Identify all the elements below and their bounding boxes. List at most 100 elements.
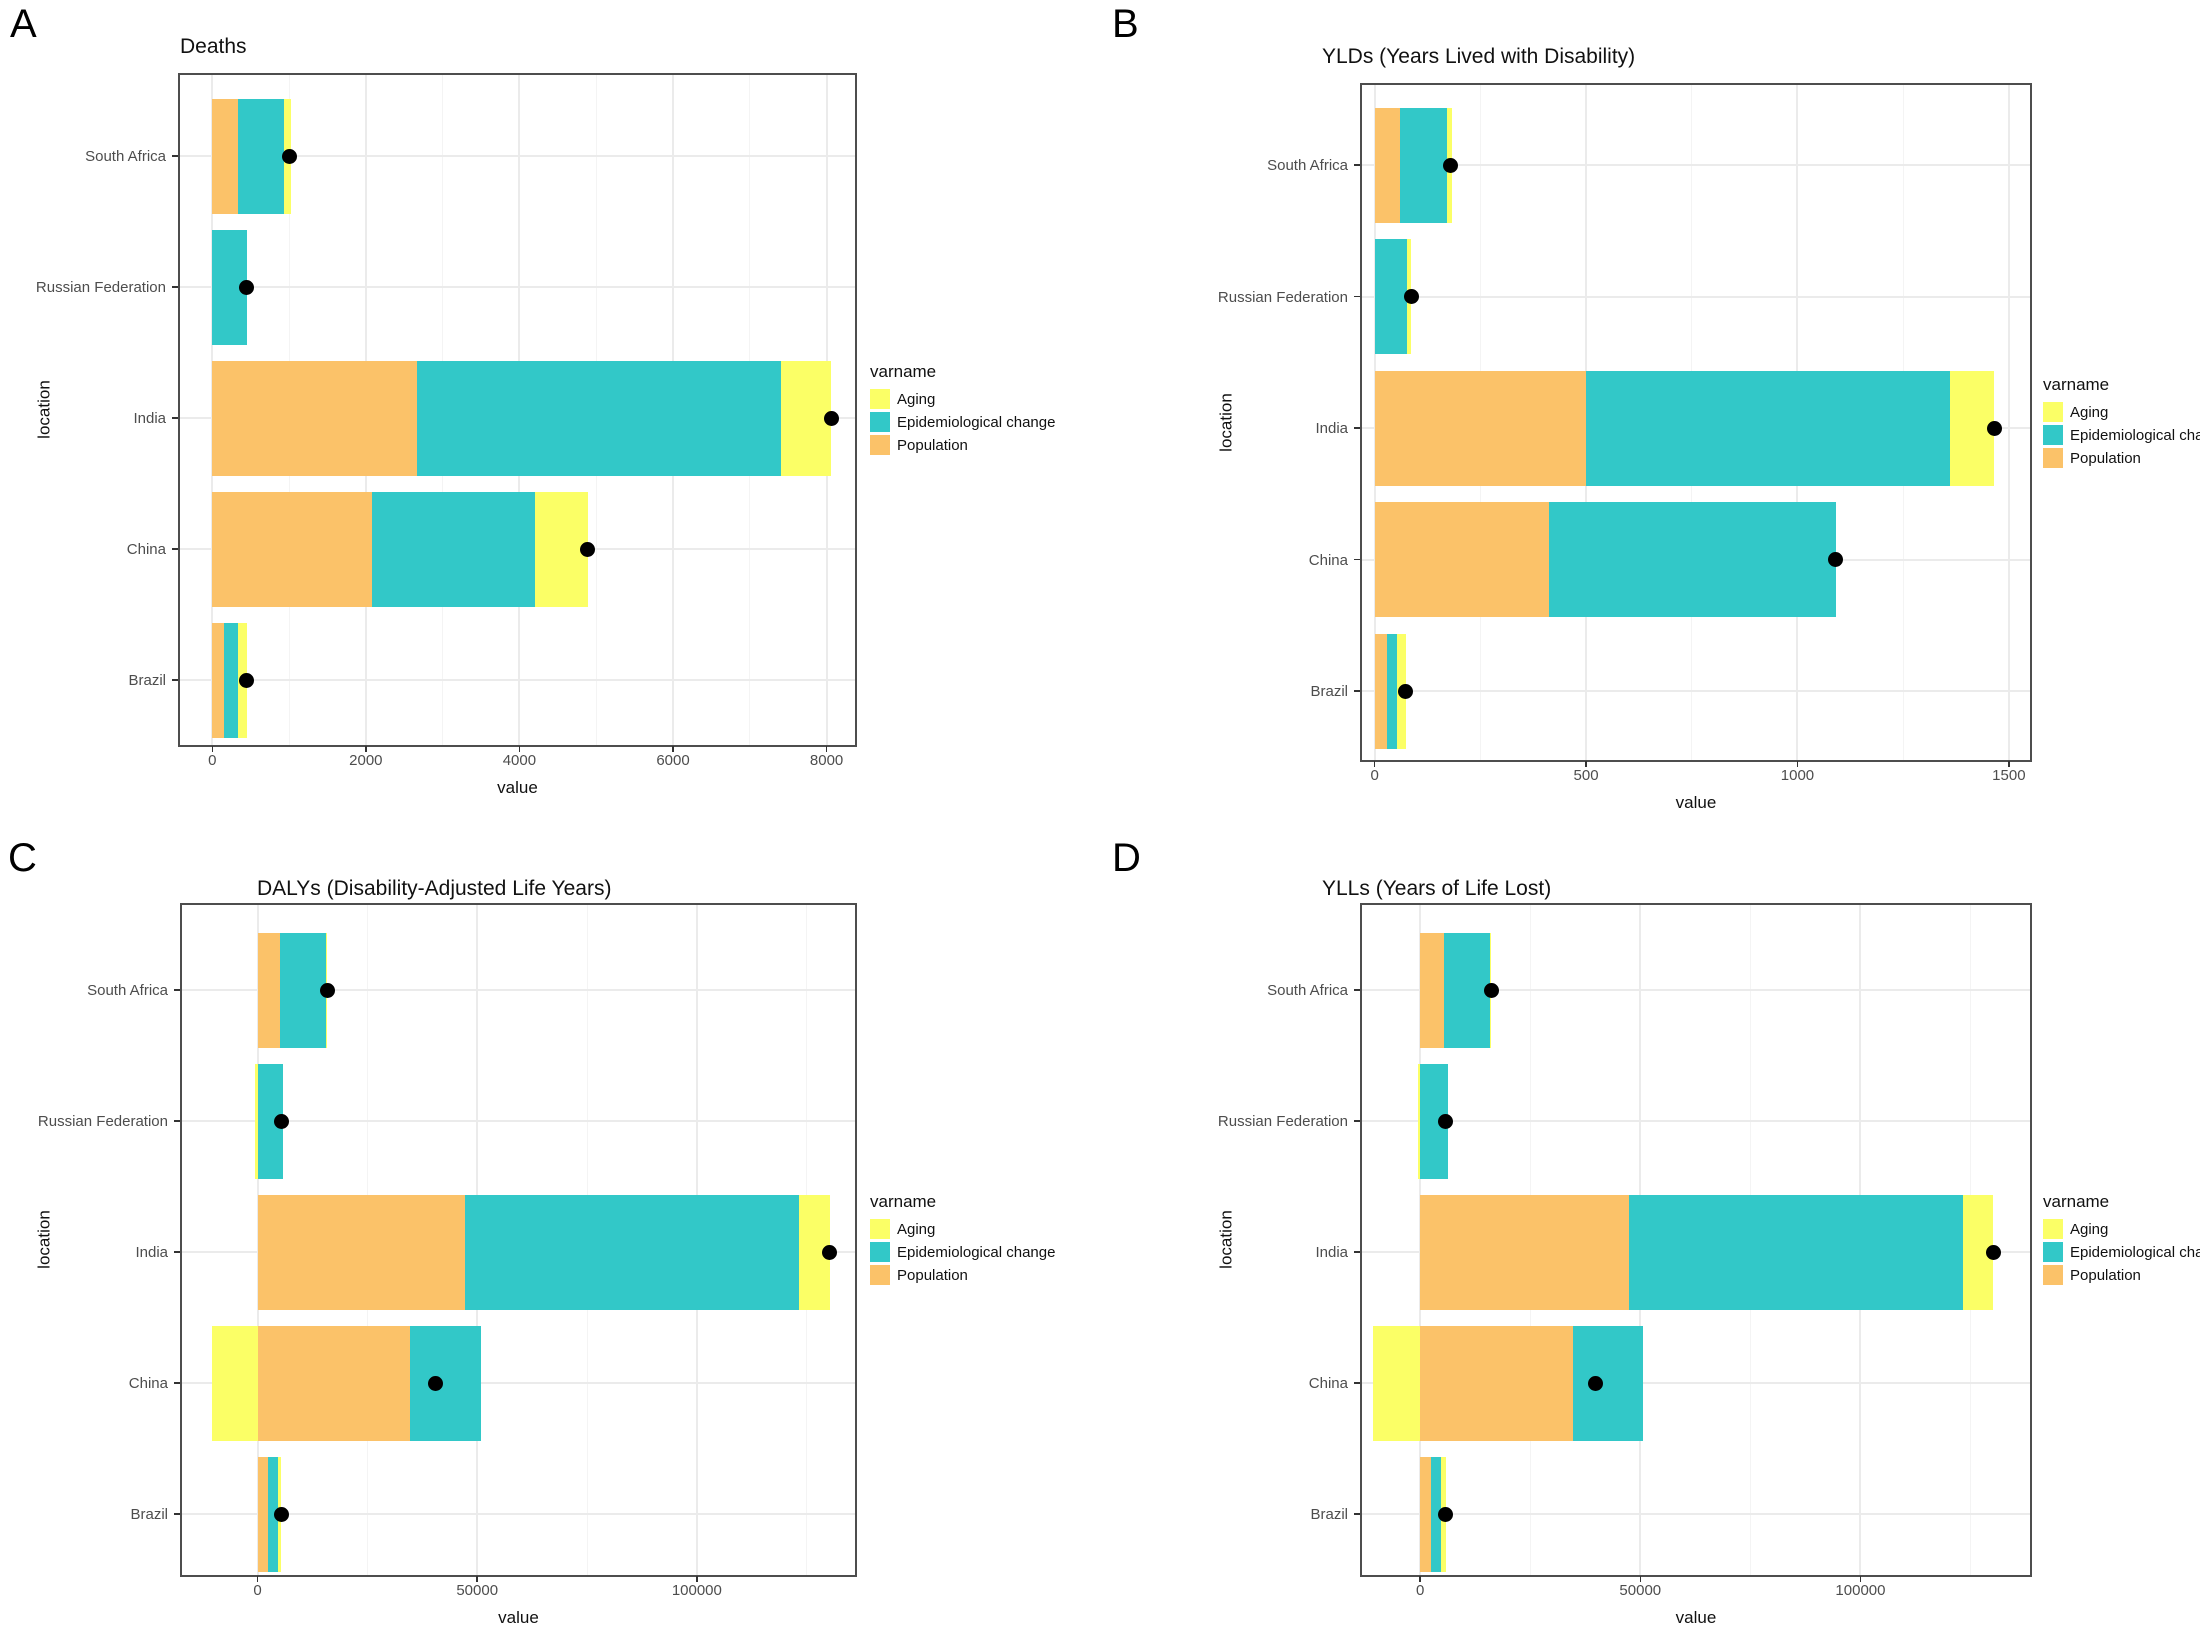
y-tick-label: Russian Federation [1217, 1113, 1348, 1130]
legend-item-label: Population [2070, 449, 2141, 467]
y-tick-mark [174, 1513, 180, 1515]
bar-segment-population [212, 622, 224, 738]
x-tick-mark [1639, 1576, 1642, 1582]
bar-segment-epidemiological-change [223, 622, 238, 738]
bar-segment-aging [1373, 1325, 1421, 1441]
y-tick-label: Russian Federation [35, 279, 166, 296]
gridline-major-y [1362, 1120, 2030, 1122]
legend-swatch-epidemiological-change [870, 1242, 890, 1262]
x-axis-title: value [1675, 793, 1717, 812]
bar-segment-population [1420, 1456, 1432, 1572]
x-tick-mark [365, 746, 367, 752]
bar-segment-epidemiological-change [237, 98, 285, 214]
bar-segment-epidemiological-change [1386, 633, 1397, 749]
legend-item-label: Aging [2070, 1221, 2109, 1238]
bar-segment-population [1374, 633, 1387, 749]
y-tick-label: South Africa [87, 982, 168, 999]
panel-title: YLLs (Years of Life Lost) [1322, 877, 1552, 900]
net-change-dot [580, 541, 596, 557]
net-change-dot [822, 1244, 838, 1260]
y-tick-label: China [1308, 551, 1348, 569]
legend-swatch-population [870, 1265, 890, 1285]
y-tick-mark [1354, 1513, 1360, 1515]
gridline-major-y [1362, 1382, 2030, 1384]
x-axis-title: value [1675, 1608, 1717, 1627]
y-tick-mark [1354, 427, 1360, 429]
x-axis-title: value [497, 778, 538, 797]
bar-segment-epidemiological-change [1431, 1456, 1441, 1572]
net-change-dot [1438, 1113, 1454, 1129]
x-tick-label: 50000 [456, 1582, 499, 1599]
x-tick-label: 0 [253, 1582, 262, 1599]
y-tick-label: China [1308, 1375, 1348, 1392]
bar-segment-epidemiological-change [268, 1456, 279, 1572]
x-tick-label: 50000 [1619, 1582, 1662, 1599]
x-tick-mark [825, 746, 828, 752]
y-tick-label: South Africa [1267, 157, 1348, 174]
bar-segment-population [1420, 932, 1445, 1048]
y-tick-mark [1354, 1382, 1360, 1384]
bar-segment-population [1374, 107, 1401, 223]
net-change-dot [319, 982, 335, 998]
y-tick-mark [172, 155, 178, 157]
y-tick-mark [1354, 558, 1360, 561]
y-tick-mark [172, 286, 178, 288]
gridline-major-y [182, 1382, 855, 1384]
bar-segment-population [212, 491, 372, 607]
gridline-major-y [182, 1120, 855, 1122]
bar-segment-population [1374, 370, 1587, 486]
x-tick-mark [2008, 761, 2010, 767]
x-tick-mark [1796, 761, 1799, 767]
bar-segment-epidemiological-change [1573, 1325, 1643, 1441]
bar-segment-epidemiological-change [1548, 502, 1837, 617]
panel-letter-c: C [8, 836, 37, 880]
x-tick-mark [211, 746, 213, 752]
x-tick-label: 4000 [502, 752, 537, 769]
net-change-dot [427, 1375, 443, 1391]
gridline-major-y [1362, 295, 2030, 298]
y-tick-label: China [126, 541, 166, 558]
y-tick-label: Brazil [130, 1506, 168, 1523]
bar-segment-aging [534, 491, 588, 607]
legend-item-label: Epidemiological change [2070, 426, 2200, 444]
y-tick-label: China [128, 1375, 168, 1392]
legend-title: varname [870, 1192, 937, 1211]
y-axis-title: location [34, 380, 54, 439]
y-tick-label: India [135, 1244, 168, 1261]
legend-title: varname [870, 362, 937, 381]
legend-title: varname [2043, 1192, 2110, 1211]
legend-swatch-aging [870, 389, 890, 409]
bar-segment-population [1420, 1194, 1630, 1310]
gridline-major-y [1362, 1513, 2030, 1515]
net-change-dot [1438, 1506, 1454, 1522]
panel-letter-b: B [1112, 2, 1139, 46]
gridline-major-y [1362, 164, 2030, 166]
x-tick-mark [1859, 1576, 1862, 1582]
y-tick-mark [174, 1382, 180, 1384]
net-change-dot [1483, 982, 1499, 998]
bar-segment-population [257, 1456, 269, 1572]
x-tick-label: 0 [1370, 767, 1379, 784]
gridline-major-y [1362, 690, 2030, 692]
x-tick-label: 8000 [809, 752, 844, 769]
x-tick-label: 6000 [656, 752, 690, 769]
net-change-dot [1403, 289, 1419, 304]
bar-segment-population [1374, 502, 1549, 617]
legend-item-label: Aging [897, 1221, 936, 1238]
net-change-dot [1986, 420, 2002, 436]
net-change-dot [1443, 157, 1459, 173]
net-change-dot [238, 279, 254, 295]
legend-item-label: Epidemiological change [897, 414, 1056, 431]
net-change-dot [239, 672, 255, 688]
legend-item-label: Epidemiological change [897, 1244, 1056, 1261]
y-tick-mark [1354, 989, 1360, 991]
x-tick-mark [1419, 1576, 1421, 1582]
x-tick-label: 500 [1573, 767, 1599, 784]
bar-segment-population [257, 1325, 410, 1441]
legend-swatch-epidemiological-change [2043, 1242, 2063, 1262]
x-tick-label: 2000 [349, 752, 383, 769]
legend-item-label: Population [2070, 1267, 2141, 1284]
panel-title: Deaths [180, 35, 247, 58]
bar-segment-epidemiological-change [1629, 1194, 1963, 1310]
legend-swatch-epidemiological-change [870, 412, 890, 432]
